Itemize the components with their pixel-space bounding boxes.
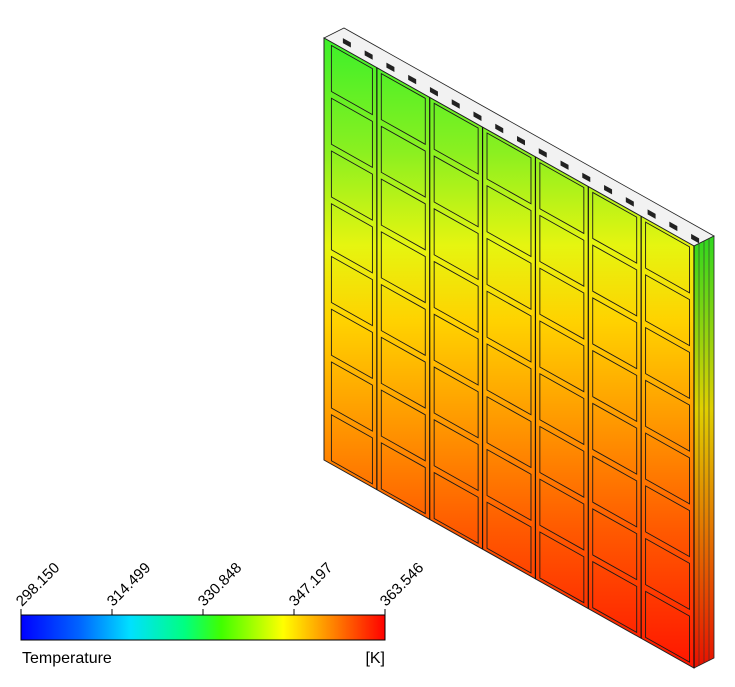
panel-cell	[486, 290, 532, 363]
panel-top-notch	[582, 172, 591, 183]
panel-cell	[539, 425, 585, 498]
panel-top-notch	[517, 135, 525, 146]
panel-top-notch	[560, 160, 569, 170]
panel-cell	[330, 255, 373, 327]
panel-cell	[330, 44, 373, 116]
panel-top-notches	[342, 38, 700, 244]
panel-cell	[592, 349, 638, 423]
legend-tick-label: 363.546	[377, 559, 427, 609]
panel-cell	[433, 102, 479, 175]
panel-top-notch	[342, 38, 351, 48]
panel-top-notch	[691, 233, 700, 244]
panel-cell	[486, 395, 532, 469]
panel-cell	[486, 132, 532, 205]
panel-cell	[486, 343, 532, 416]
panel-cell	[486, 501, 532, 574]
panel-cell	[592, 297, 638, 370]
panel-cell	[380, 125, 426, 198]
panel-cell	[645, 590, 691, 663]
panel-top-notch	[604, 184, 613, 195]
panel-cell	[592, 560, 638, 634]
panel-cell-grid	[330, 44, 695, 668]
heat-panel-model	[323, 27, 715, 669]
panel-cell	[433, 313, 479, 386]
panel-cell	[592, 508, 638, 581]
panel-cell	[539, 214, 585, 287]
panel-top-notch	[473, 111, 482, 121]
legend-tick-label: 347.197	[286, 559, 336, 609]
panel-top-notch	[625, 197, 634, 207]
panel-cell	[592, 455, 638, 528]
panel-cell	[330, 203, 373, 274]
panel-cell	[645, 221, 691, 294]
panel-cell	[592, 402, 638, 475]
legend-unit-label: [K]	[365, 650, 385, 667]
panel-cell	[330, 308, 373, 380]
legend-tick-label: 330.848	[195, 559, 245, 609]
panel-cell	[380, 231, 426, 304]
panel-cell	[645, 485, 691, 558]
panel-cell	[539, 320, 585, 393]
panel-cell	[380, 389, 426, 462]
panel-cell	[433, 260, 479, 334]
panel-cell	[486, 448, 532, 522]
panel-cell	[539, 478, 585, 551]
panel-top-notch	[451, 99, 460, 109]
panel-cell	[433, 208, 479, 281]
panel-cell	[330, 150, 373, 221]
legend-ticks: 298.150 314.499 330.848 347.197 363.546	[13, 559, 427, 615]
panel-cell	[645, 379, 691, 452]
panel-cell	[433, 155, 479, 228]
panel-cell	[330, 361, 373, 432]
panel-top-notch	[364, 50, 373, 60]
panel-cell	[330, 97, 373, 169]
panel-cell	[330, 414, 373, 485]
panel-cell	[645, 432, 691, 505]
panel-top-notch	[647, 209, 656, 219]
panel-cell	[380, 178, 426, 251]
panel-cell	[539, 372, 585, 446]
panel-cell	[592, 191, 638, 264]
panel-cell	[645, 274, 691, 347]
legend-tick-label: 298.150	[13, 559, 63, 609]
panel-cell	[380, 72, 426, 146]
panel-cell	[645, 537, 691, 611]
panel-cell	[433, 471, 479, 545]
legend-quantity-label: Temperature	[22, 650, 112, 667]
panel-cell	[486, 237, 532, 311]
panel-cell	[433, 419, 479, 492]
panel-cell	[539, 531, 585, 604]
panel-top-notch	[386, 62, 395, 73]
panel-top-notch	[408, 74, 417, 85]
panel-top-notch	[669, 221, 678, 232]
panel-cell	[539, 161, 585, 235]
panel-cell	[592, 244, 638, 317]
temperature-legend: 298.150 314.499 330.848 347.197 363.546 Temp…	[13, 559, 427, 667]
panel-cell	[486, 184, 532, 258]
panel-cell	[433, 366, 479, 439]
legend-tick-label: 314.499	[104, 559, 154, 609]
panel-cell	[380, 336, 426, 409]
panel-cell	[380, 442, 426, 515]
panel-cell	[539, 267, 585, 340]
panel-cell	[645, 326, 691, 400]
panel-top-notch	[495, 123, 504, 134]
panel-top-notch	[538, 148, 547, 158]
panel-cell	[380, 283, 426, 357]
panel-top-notch	[429, 87, 438, 97]
legend-color-bar	[20, 614, 386, 641]
